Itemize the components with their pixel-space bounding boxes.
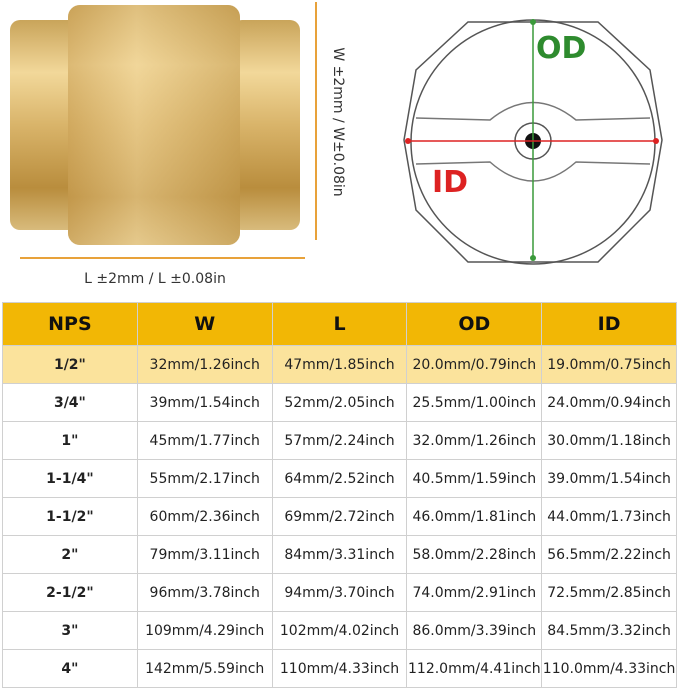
- id-label: ID: [432, 165, 468, 200]
- dimension-l: L ±2mm / L ±0.08in: [84, 271, 226, 287]
- size-cell: 52mm/2.05inch: [271, 383, 408, 422]
- table-row: 3" 109mm/4.29inch 102mm/4.02inch 86.0mm/3.3…: [2, 611, 677, 650]
- size-cell: 79mm/3.11inch: [136, 535, 273, 574]
- size-table: NPS W L OD ID 1/2" 32mm/1.26inch 47mm/1.85inch…: [2, 302, 677, 688]
- size-cell: 47mm/1.85inch: [271, 345, 408, 384]
- size-cell: 84mm/3.31inch: [271, 535, 408, 574]
- size-cell: 109mm/4.29inch: [136, 611, 273, 650]
- size-cell: 58.0mm/2.28inch: [406, 535, 543, 574]
- table-row: 1/2" 32mm/1.26inch 47mm/1.85inch 20.0mm/0.7…: [2, 345, 677, 384]
- nps-cell: 3/4": [2, 383, 138, 422]
- header-cell: NPS: [2, 302, 138, 346]
- nps-cell: 1": [2, 421, 138, 460]
- size-cell: 24.0mm/0.94inch: [541, 383, 677, 422]
- size-cell: 74.0mm/2.91inch: [406, 573, 543, 612]
- valve-diagram: [403, 19, 663, 265]
- size-cell: 46.0mm/1.81inch: [406, 497, 543, 536]
- size-cell: 110mm/4.33inch: [271, 649, 408, 688]
- od-label: OD: [536, 31, 586, 66]
- nps-cell: 2": [2, 535, 138, 574]
- header-cell: ID: [541, 302, 677, 346]
- table-row: 4" 142mm/5.59inch 110mm/4.33inch 112.0mm/4.…: [2, 649, 677, 688]
- table-row: 1-1/2" 60mm/2.36inch 69mm/2.72inch 46.0mm/1…: [2, 497, 677, 536]
- size-cell: 56.5mm/2.22inch: [541, 535, 677, 574]
- size-cell: 20.0mm/0.79inch: [406, 345, 543, 384]
- table-row: 1" 45mm/1.77inch 57mm/2.24inch 32.0mm/1.26i…: [2, 421, 677, 460]
- size-cell: 30.0mm/1.18inch: [541, 421, 677, 460]
- size-cell: 112.0mm/4.41inch: [406, 649, 543, 688]
- nps-cell: 1/2": [2, 345, 138, 384]
- size-cell: 102mm/4.02inch: [271, 611, 408, 650]
- size-cell: 32.0mm/1.26inch: [406, 421, 543, 460]
- size-cell: 69mm/2.72inch: [271, 497, 408, 536]
- size-cell: 45mm/1.77inch: [136, 421, 273, 460]
- size-cell: 142mm/5.59inch: [136, 649, 273, 688]
- size-cell: 44.0mm/1.73inch: [541, 497, 677, 536]
- size-cell: 19.0mm/0.75inch: [541, 345, 677, 384]
- header-cell: L: [271, 302, 408, 346]
- fitting: [10, 5, 300, 245]
- size-cell: 55mm/2.17inch: [136, 459, 273, 498]
- nps-cell: 2-1/2": [2, 573, 138, 612]
- size-cell: 39.0mm/1.54inch: [541, 459, 677, 498]
- size-cell: 94mm/3.70inch: [271, 573, 408, 612]
- nps-cell: 1-1/4": [2, 459, 138, 498]
- header-cell: W: [136, 302, 273, 346]
- nps-cell: 3": [2, 611, 138, 650]
- size-cell: 72.5mm/2.85inch: [541, 573, 677, 612]
- size-cell: 60mm/2.36inch: [136, 497, 273, 536]
- size-cell: 96mm/3.78inch: [136, 573, 273, 612]
- dimension-w: W ±2mm / W±0.08in: [330, 47, 346, 196]
- table-row: 2" 79mm/3.11inch 84mm/3.31inch 58.0mm/2.28i…: [2, 535, 677, 574]
- illustration: W ±2mm / W±0.08in L ±2mm / L ±0.08in OD …: [10, 2, 663, 287]
- nps-cell: 1-1/2": [2, 497, 138, 536]
- dimension-lines: [20, 2, 317, 259]
- nps-cell: 4": [2, 649, 138, 688]
- size-cell: 84.5mm/3.32inch: [541, 611, 677, 650]
- header-row: NPS W L OD ID: [2, 302, 677, 346]
- size-cell: 25.5mm/1.00inch: [406, 383, 543, 422]
- table-row: 1-1/4" 55mm/2.17inch 64mm/2.52inch 40.5mm/1…: [2, 459, 677, 498]
- size-cell: 110.0mm/4.33inch: [541, 649, 677, 688]
- size-cell: 57mm/2.24inch: [271, 421, 408, 460]
- header-cell: OD: [406, 302, 543, 346]
- table-row: 2-1/2" 96mm/3.78inch 94mm/3.70inch 74.0mm/2…: [2, 573, 677, 612]
- table-row: 3/4" 39mm/1.54inch 52mm/2.05inch 25.5mm/1.0…: [2, 383, 677, 422]
- size-cell: 40.5mm/1.59inch: [406, 459, 543, 498]
- size-cell: 39mm/1.54inch: [136, 383, 273, 422]
- size-cell: 86.0mm/3.39inch: [406, 611, 543, 650]
- size-cell: 64mm/2.52inch: [271, 459, 408, 498]
- size-cell: 32mm/1.26inch: [136, 345, 273, 384]
